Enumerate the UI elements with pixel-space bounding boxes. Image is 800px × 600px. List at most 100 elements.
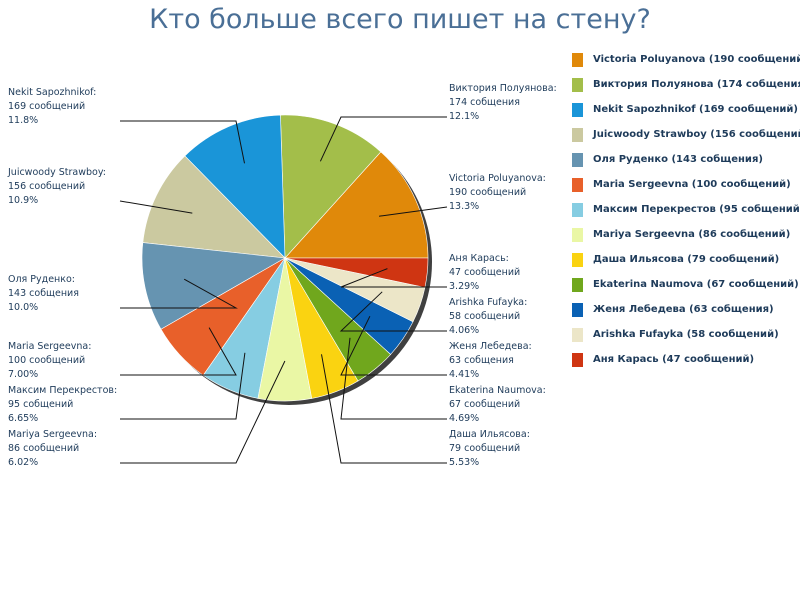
pie-slice-4[interactable]	[142, 155, 286, 259]
legend-swatch	[572, 78, 583, 92]
legend-item-13: Аня Карась (47 сообщений)	[572, 352, 798, 377]
slice-label-count: 86 сообщений	[8, 443, 80, 454]
slice-label-5: Оля Руденко: 143 собщения 10.0%	[8, 273, 116, 315]
slice-label-percent: 10.9%	[8, 195, 39, 206]
slice-label-count: 47 сообщений	[449, 267, 521, 278]
legend-swatch	[572, 178, 583, 192]
legend-label: Женя Лебедева (63 собщения)	[593, 304, 774, 315]
slice-label-6: Maria Sergeevna: 100 сообщений 7.00%	[8, 340, 116, 382]
legend-item-6: Maria Sergeevna (100 сообщений)	[572, 177, 798, 202]
leader-line-1	[379, 206, 448, 217]
pie-slice-1[interactable]	[284, 151, 429, 259]
slice-label-count: 79 сообщений	[449, 443, 521, 454]
slice-label-count: 156 сообщений	[8, 181, 86, 192]
slice-label-percent: 12.1%	[449, 111, 480, 122]
leader-line-6	[120, 327, 237, 376]
slice-label-3: Nekit Sapozhnikof: 169 сообщений 11.8%	[8, 86, 116, 128]
legend-swatch	[572, 278, 583, 292]
legend-item-11: Женя Лебедева (63 собщения)	[572, 302, 798, 327]
legend-label: Juicwoody Strawboy (156 сообщений)	[593, 129, 800, 140]
legend-item-3: Nekit Sapozhnikof (169 сообщений)	[572, 102, 798, 127]
legend-swatch	[572, 228, 583, 242]
slice-label-percent: 4.06%	[449, 325, 480, 336]
slice-label-11: Женя Лебедева: 63 собщения 4.41%	[449, 340, 532, 382]
slice-label-count: 169 сообщений	[8, 101, 86, 112]
leader-line-13	[340, 268, 447, 288]
leader-line-9	[321, 354, 447, 464]
legend-label: Ekaterina Naumova (67 сообщений)	[593, 279, 799, 290]
legend-swatch	[572, 303, 583, 317]
slice-label-9: Даша Ильясова: 79 сообщений 5.53%	[449, 428, 530, 470]
slice-label-name: Mariya Sergeevna:	[8, 429, 98, 440]
slice-label-percent: 13.3%	[449, 201, 480, 212]
slice-label-name: Оля Руденко:	[8, 274, 76, 285]
slice-label-10: Ekaterina Naumova: 67 сообщений 4.69%	[449, 384, 546, 426]
slice-label-4: Juicwoody Strawboy: 156 сообщений 10.9%	[8, 166, 116, 208]
legend-label: Аня Карась (47 сообщений)	[593, 354, 755, 365]
legend-item-12: Arishka Fufayka (58 сообщений)	[572, 327, 798, 352]
slice-label-count: 143 собщения	[8, 288, 79, 299]
legend-swatch	[572, 153, 583, 167]
slice-label-name: Виктория Полуянова:	[449, 83, 557, 94]
legend-swatch	[572, 253, 583, 267]
slice-label-2: Виктория Полуянова: 174 собщения 12.1%	[449, 82, 557, 124]
slice-label-count: 174 собщения	[449, 97, 520, 108]
legend-swatch	[572, 53, 583, 67]
slice-label-percent: 6.65%	[8, 413, 39, 424]
slice-label-percent: 5.53%	[449, 457, 480, 468]
slice-label-13: Аня Карась: 47 сообщений 3.29%	[449, 252, 520, 294]
pie-slice-2[interactable]	[280, 114, 382, 259]
leader-line-4	[119, 200, 193, 214]
slice-label-name: Victoria Poluyanova:	[449, 173, 546, 184]
pie-slice-3[interactable]	[184, 114, 286, 259]
legend-label: Maria Sergeevna (100 сообщений)	[593, 179, 791, 190]
leader-line-2	[319, 116, 447, 162]
legend-item-4: Juicwoody Strawboy (156 сообщений)	[572, 127, 800, 152]
legend-label: Victoria Poluyanova (190 сообщений)	[593, 54, 800, 65]
slice-label-1: Victoria Poluyanova: 190 сообщений 13.3%	[449, 172, 546, 214]
slice-label-name: Женя Лебедева:	[449, 341, 532, 352]
legend-item-2: Виктория Полуянова (174 собщения)	[572, 77, 800, 102]
chart-title: Кто больше всего пишет на стену?	[149, 4, 651, 35]
leader-line-5	[120, 278, 238, 309]
slice-label-count: 190 сообщений	[449, 187, 527, 198]
leader-line-11	[340, 315, 447, 376]
slice-label-name: Nekit Sapozhnikof:	[8, 87, 97, 98]
legend-swatch	[572, 328, 583, 342]
slice-label-7: Максим Перекрестов: 95 собщений 6.65%	[8, 384, 118, 426]
slice-label-count: 95 собщений	[8, 399, 74, 410]
legend-item-7: Максим Перекрестов (95 собщений)	[572, 202, 800, 227]
legend: Victoria Poluyanova (190 сообщений) Викто…	[572, 52, 800, 377]
legend-swatch	[572, 128, 583, 142]
slice-label-percent: 4.41%	[449, 369, 480, 380]
leader-line-3	[120, 120, 245, 164]
legend-swatch	[572, 103, 583, 117]
leader-line-8	[120, 360, 286, 464]
legend-label: Даша Ильясова (79 сообщений)	[593, 254, 780, 265]
legend-label: Оля Руденко (143 собщения)	[593, 154, 763, 165]
legend-item-8: Mariya Sergeevna (86 сообщений)	[572, 227, 798, 252]
slice-label-name: Даша Ильясова:	[449, 429, 530, 440]
slice-label-8: Mariya Sergeevna: 86 сообщений 6.02%	[8, 428, 116, 470]
slice-label-percent: 11.8%	[8, 115, 39, 126]
slice-label-name: Ekaterina Naumova:	[449, 385, 546, 396]
legend-label: Mariya Sergeevna (86 сообщений)	[593, 229, 791, 240]
legend-label: Виктория Полуянова (174 собщения)	[593, 79, 800, 90]
legend-swatch	[572, 203, 583, 217]
slice-label-percent: 3.29%	[449, 281, 480, 292]
slice-label-name: Juicwoody Strawboy:	[8, 167, 106, 178]
slice-label-percent: 7.00%	[8, 369, 39, 380]
slice-label-name: Максим Перекрестов:	[8, 385, 118, 396]
legend-item-9: Даша Ильясова (79 сообщений)	[572, 252, 798, 277]
leader-line-10	[340, 337, 447, 420]
slice-label-percent: 10.0%	[8, 302, 39, 313]
leader-line-7	[120, 352, 246, 420]
legend-label: Максим Перекрестов (95 собщений)	[593, 204, 800, 215]
leader-line-12	[339, 291, 447, 332]
legend-item-10: Ekaterina Naumova (67 сообщений)	[572, 277, 799, 302]
slice-label-percent: 6.02%	[8, 457, 39, 468]
legend-swatch	[572, 353, 583, 367]
slice-label-count: 67 сообщений	[449, 399, 521, 410]
slice-label-name: Maria Sergeevna:	[8, 341, 92, 352]
